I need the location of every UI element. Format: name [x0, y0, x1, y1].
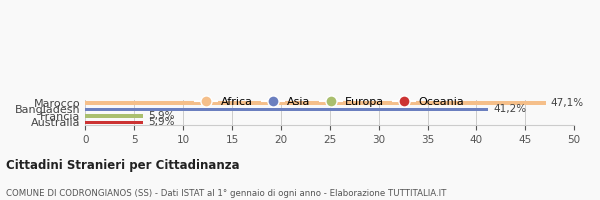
- Legend: Africa, Asia, Europa, Oceania: Africa, Asia, Europa, Oceania: [193, 95, 467, 110]
- Text: 47,1%: 47,1%: [551, 98, 584, 108]
- Bar: [85, 101, 546, 105]
- Bar: [85, 121, 143, 124]
- Bar: [85, 114, 143, 118]
- Text: Cittadini Stranieri per Cittadinanza: Cittadini Stranieri per Cittadinanza: [6, 159, 239, 172]
- Text: 5,9%: 5,9%: [148, 117, 175, 127]
- Text: 41,2%: 41,2%: [493, 104, 526, 114]
- Text: COMUNE DI CODRONGIANOS (SS) - Dati ISTAT al 1° gennaio di ogni anno - Elaborazio: COMUNE DI CODRONGIANOS (SS) - Dati ISTAT…: [6, 189, 446, 198]
- Bar: [85, 108, 488, 111]
- Text: 5,9%: 5,9%: [148, 111, 175, 121]
